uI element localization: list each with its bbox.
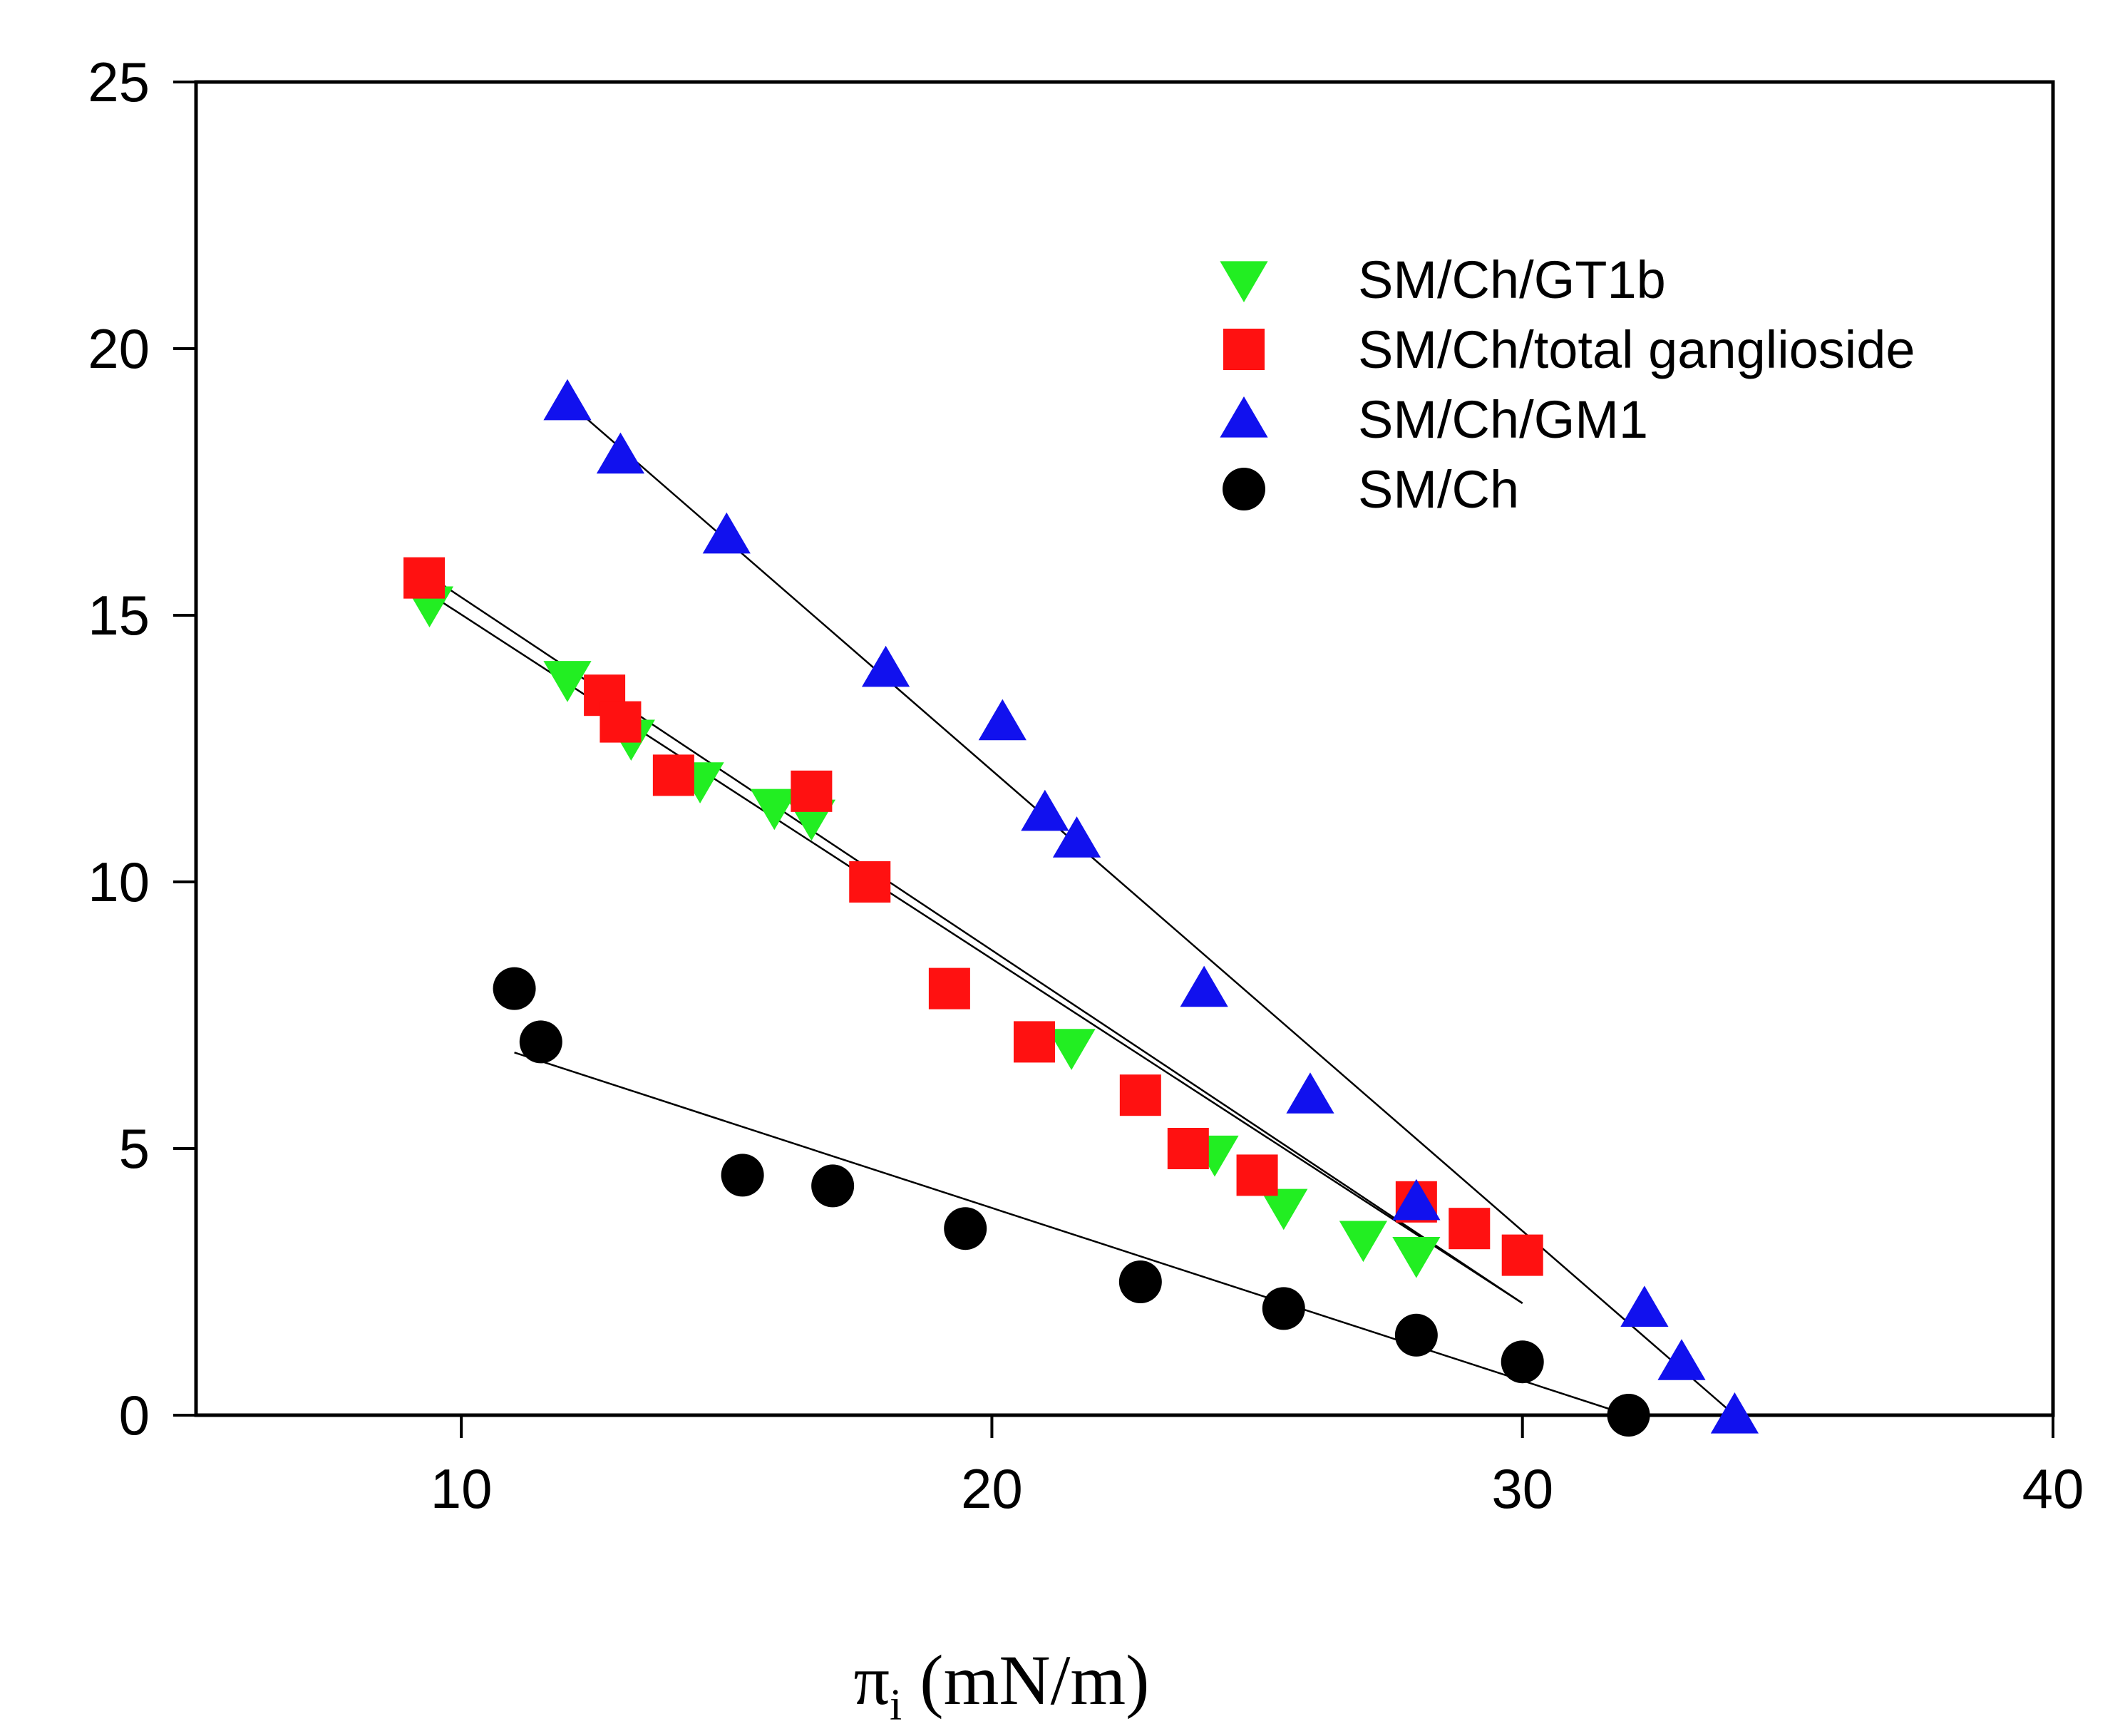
data-point-sm-ch-gm1 — [702, 512, 751, 554]
data-point-sm-ch-gm1 — [1021, 789, 1069, 831]
data-point-sm-ch-gm1 — [1052, 816, 1101, 858]
series-sm-ch-gt1b — [405, 586, 1441, 1278]
data-point-sm-ch-total-ganglioside — [791, 770, 833, 812]
legend-marker-sm-ch-gm1 — [1220, 396, 1268, 438]
series-sm-ch-gm1 — [543, 379, 1759, 1434]
x-tick-label: 40 — [2022, 1457, 2084, 1520]
data-point-sm-ch — [811, 1164, 855, 1208]
x-axis-label-units: (mN/m) — [902, 1640, 1149, 1720]
x-axis-label-symbol: π — [854, 1640, 890, 1720]
data-point-sm-ch-gt1b — [1392, 1237, 1441, 1278]
fit-line-sm-ch — [514, 1052, 1629, 1417]
data-point-sm-ch-gt1b — [543, 661, 592, 702]
data-point-sm-ch-gt1b — [1339, 1221, 1388, 1263]
x-tick-label: 30 — [1491, 1457, 1553, 1520]
data-point-sm-ch-gm1 — [1710, 1392, 1759, 1434]
data-point-sm-ch — [721, 1154, 764, 1197]
legend-marker-sm-ch-total-ganglioside — [1223, 329, 1265, 370]
data-point-sm-ch-gt1b — [1260, 1188, 1308, 1231]
y-tick-label: 25 — [88, 51, 150, 113]
y-axis-ticks: 0 5 10 15 20 25 — [88, 51, 196, 1447]
data-markers — [403, 379, 1759, 1437]
data-point-sm-ch-total-ganglioside — [403, 557, 446, 599]
data-point-sm-ch-gm1 — [1620, 1285, 1669, 1327]
axes: 10 20 30 40 0 5 10 15 20 25 — [88, 51, 2084, 1520]
x-tick-label: 10 — [431, 1457, 493, 1520]
data-point-sm-ch — [944, 1207, 987, 1250]
data-point-sm-ch — [519, 1020, 562, 1064]
y-tick-label: 5 — [119, 1117, 150, 1180]
data-point-sm-ch-gm1 — [1657, 1339, 1706, 1380]
data-point-sm-ch — [1118, 1260, 1162, 1303]
data-point-sm-ch-gm1 — [978, 699, 1027, 741]
legend-label-sm-ch-gm1: SM/Ch/GM1 — [1358, 390, 1648, 449]
data-point-sm-ch-total-ganglioside — [1119, 1074, 1161, 1116]
series-sm-ch — [493, 967, 1650, 1437]
data-point-sm-ch-gm1 — [1392, 1178, 1441, 1221]
data-point-sm-ch-gt1b — [750, 789, 798, 831]
legend-marker-sm-ch-gt1b — [1220, 261, 1268, 302]
x-axis-label: πi (mN/m) — [854, 1640, 1150, 1730]
data-point-sm-ch-total-ganglioside — [928, 967, 970, 1010]
y-tick-label: 20 — [88, 317, 150, 380]
data-point-sm-ch — [1501, 1340, 1544, 1384]
data-point-sm-ch — [493, 967, 536, 1010]
legend-label-sm-ch: SM/Ch — [1358, 460, 1519, 519]
data-point-sm-ch-total-ganglioside — [652, 754, 694, 796]
legend-marker-sm-ch — [1223, 468, 1265, 510]
data-point-sm-ch-gt1b — [1047, 1029, 1096, 1070]
plot-frame — [194, 80, 2055, 1417]
data-point-sm-ch — [1607, 1394, 1650, 1437]
data-point-sm-ch-total-ganglioside — [1236, 1154, 1278, 1196]
data-point-sm-ch-gm1 — [861, 645, 910, 687]
legend-label-sm-ch-total-ganglioside: SM/Ch/total ganglioside — [1358, 320, 1915, 379]
legend: SM/Ch/GT1b SM/Ch/total ganglioside SM/Ch/G… — [1220, 250, 1915, 519]
data-point-sm-ch-gm1 — [1180, 965, 1228, 1007]
data-point-sm-ch — [1394, 1313, 1438, 1357]
plot-area — [194, 80, 2055, 1417]
data-point-sm-ch-gm1 — [543, 379, 592, 421]
data-point-sm-ch-total-ganglioside — [1167, 1128, 1209, 1169]
x-tick-label: 20 — [961, 1457, 1023, 1520]
data-point-sm-ch-total-ganglioside — [600, 701, 642, 743]
data-point-sm-ch — [1262, 1287, 1305, 1330]
data-point-sm-ch-total-ganglioside — [1449, 1208, 1491, 1250]
data-point-sm-ch-gm1 — [596, 432, 645, 474]
data-point-sm-ch-total-ganglioside — [1501, 1234, 1543, 1276]
y-tick-label: 15 — [88, 584, 150, 647]
fit-line-sm-ch-gm1 — [567, 401, 1736, 1416]
legend-label-sm-ch-gt1b: SM/Ch/GT1b — [1358, 250, 1666, 309]
x-axis-label-subscript: i — [890, 1681, 902, 1730]
y-tick-label: 0 — [119, 1384, 150, 1447]
y-tick-label: 10 — [88, 851, 150, 913]
x-axis-ticks: 10 20 30 40 — [431, 1415, 2084, 1520]
data-point-sm-ch-total-ganglioside — [849, 861, 891, 903]
data-point-sm-ch-gm1 — [1286, 1072, 1334, 1114]
data-point-sm-ch-total-ganglioside — [1013, 1021, 1055, 1063]
